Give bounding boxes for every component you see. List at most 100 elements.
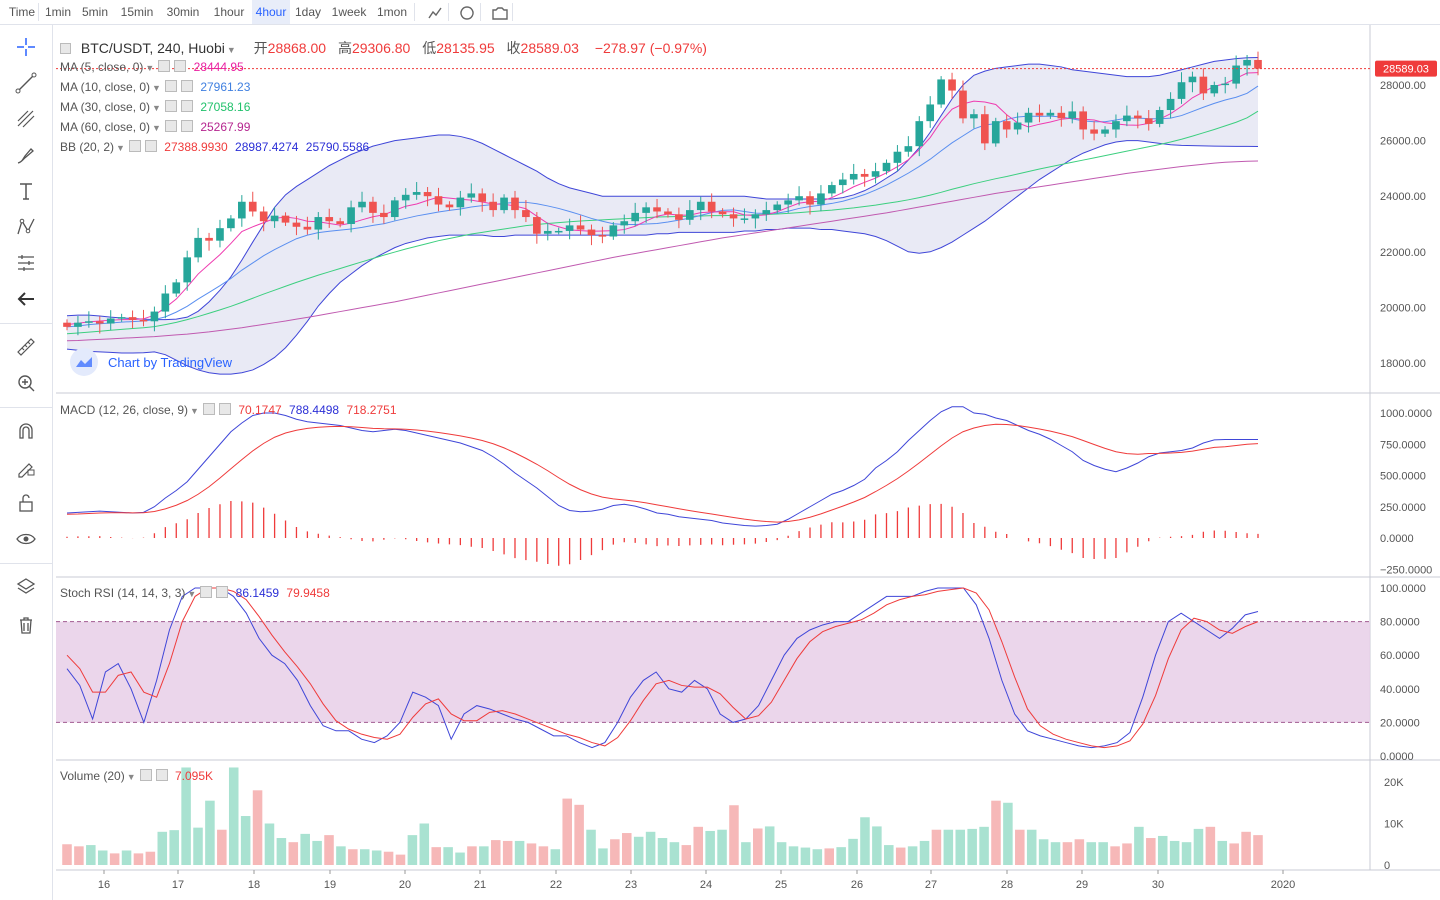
layers-icon[interactable] xyxy=(10,573,42,601)
timeframe-time[interactable]: Time xyxy=(8,5,36,19)
candle-body xyxy=(849,173,858,180)
chevron-down-icon[interactable]: ▼ xyxy=(190,406,199,416)
close-icon[interactable] xyxy=(218,403,231,415)
close-icon[interactable] xyxy=(144,140,157,152)
volume-tick-label: 0 xyxy=(1384,860,1390,872)
volume-bar xyxy=(1038,839,1049,865)
chart-type-icon[interactable] xyxy=(420,0,450,24)
settings-icon[interactable] xyxy=(128,140,141,152)
chevron-down-icon[interactable]: ▼ xyxy=(145,63,155,73)
timeframe-1day[interactable]: 1day xyxy=(294,5,322,19)
volume-bar xyxy=(598,848,608,865)
volume-bar xyxy=(610,839,620,865)
ma30-line xyxy=(66,110,1259,335)
chevron-down-icon[interactable]: ▼ xyxy=(187,589,197,599)
lock-drawing-icon[interactable] xyxy=(10,453,42,481)
timeframe-1mon[interactable]: 1mon xyxy=(376,5,408,19)
settings-icon[interactable] xyxy=(139,769,152,781)
candle-body xyxy=(434,196,443,205)
volume-bar xyxy=(895,847,906,865)
settings-icon[interactable] xyxy=(200,586,213,598)
back-arrow-icon[interactable] xyxy=(10,285,42,313)
timeframe-15min[interactable]: 15min xyxy=(120,5,154,19)
stoch-legend: Stoch RSI (14, 14, 3, 3) ▼ 86.1459 79.945… xyxy=(60,586,330,600)
chevron-down-icon[interactable]: ▼ xyxy=(126,772,136,782)
eye-icon[interactable] xyxy=(10,525,42,553)
trash-icon[interactable] xyxy=(10,611,42,639)
volume-bar xyxy=(419,823,430,865)
volume-bar xyxy=(145,851,156,865)
candle-body xyxy=(1002,121,1011,130)
timeframe-1week[interactable]: 1week xyxy=(331,5,367,19)
candle-body xyxy=(718,211,727,215)
timeframe-30min[interactable]: 30min xyxy=(166,5,200,19)
pitchfork-icon[interactable] xyxy=(10,105,42,133)
screenshot-icon[interactable] xyxy=(484,0,514,24)
unlock-icon[interactable] xyxy=(10,489,42,517)
crosshair-icon[interactable] xyxy=(10,33,42,61)
settings-icon[interactable] xyxy=(164,120,177,132)
volume-bar xyxy=(514,840,525,865)
chevron-down-icon[interactable]: ▼ xyxy=(226,45,236,55)
time-tick-label: 16 xyxy=(98,879,110,891)
candle-body xyxy=(117,317,126,319)
volume-bar xyxy=(1122,843,1132,865)
volume-bar xyxy=(1074,839,1085,865)
pattern-icon[interactable] xyxy=(10,213,42,241)
settings-icon[interactable] xyxy=(164,80,177,92)
volume-bar xyxy=(1241,831,1251,865)
brush-icon[interactable] xyxy=(10,141,42,169)
settings-icon[interactable] xyxy=(202,403,215,415)
candle-body xyxy=(95,321,104,324)
stoch-tick-label: 80.0000 xyxy=(1380,617,1420,629)
candle-body xyxy=(1090,129,1098,134)
chevron-down-icon[interactable]: ▼ xyxy=(152,123,161,133)
close-icon[interactable] xyxy=(180,120,193,132)
volume-bar xyxy=(669,842,680,865)
chevron-down-icon[interactable]: ▼ xyxy=(152,83,161,93)
candle-body xyxy=(926,104,935,122)
close-icon[interactable] xyxy=(155,769,168,781)
trend-line-icon[interactable] xyxy=(10,69,42,97)
symbol-title: BTC/USDT, 240, Huobi xyxy=(80,40,225,56)
candle-body xyxy=(1232,65,1240,84)
settings-icon[interactable] xyxy=(158,60,171,72)
zoom-icon[interactable] xyxy=(10,369,42,397)
close-icon[interactable] xyxy=(174,60,187,72)
timeframe-1hour[interactable]: 1hour xyxy=(213,5,245,19)
volume-bar xyxy=(860,817,870,865)
close-icon[interactable] xyxy=(180,100,193,112)
candle-body xyxy=(85,321,93,323)
macd-label: MACD (12, 26, close, 9) xyxy=(60,403,189,417)
timeframe-5min[interactable]: 5min xyxy=(81,5,108,19)
collapse-icon[interactable] xyxy=(60,43,71,54)
timeframe-4hour[interactable]: 4hour xyxy=(252,0,290,24)
macd-legend: MACD (12, 26, close, 9) ▼ 70.1747 788.449… xyxy=(60,403,397,417)
time-tick-label: 22 xyxy=(550,879,562,891)
timeframe-1min[interactable]: 1min xyxy=(44,5,71,19)
volume-bar xyxy=(884,845,894,865)
close-icon[interactable] xyxy=(216,586,229,598)
volume-bar xyxy=(336,846,346,865)
chevron-down-icon[interactable]: ▼ xyxy=(152,103,161,113)
volume-bar xyxy=(991,800,1001,865)
text-icon[interactable] xyxy=(10,177,42,205)
candle-body xyxy=(653,207,661,212)
macd-tick-label: 0.0000 xyxy=(1380,533,1414,545)
chevron-down-icon[interactable]: ▼ xyxy=(116,143,125,153)
time-tick-label: 2020 xyxy=(1271,879,1295,891)
close-icon[interactable] xyxy=(180,80,193,92)
tradingview-watermark[interactable]: Chart by TradingView xyxy=(70,348,232,376)
candle-body xyxy=(1101,129,1109,134)
candle-body xyxy=(139,319,148,322)
settings-icon[interactable] xyxy=(164,100,177,112)
volume-value: 7.095K xyxy=(174,769,214,783)
indicators-icon[interactable] xyxy=(452,0,482,24)
prediction-icon[interactable] xyxy=(10,249,42,277)
candle-body xyxy=(696,201,705,211)
ruler-icon[interactable] xyxy=(10,333,42,361)
macd-hist-value: 70.1747 xyxy=(238,403,282,417)
magnet-icon[interactable] xyxy=(10,417,42,445)
stoch-tick-label: 0.0000 xyxy=(1380,751,1414,763)
